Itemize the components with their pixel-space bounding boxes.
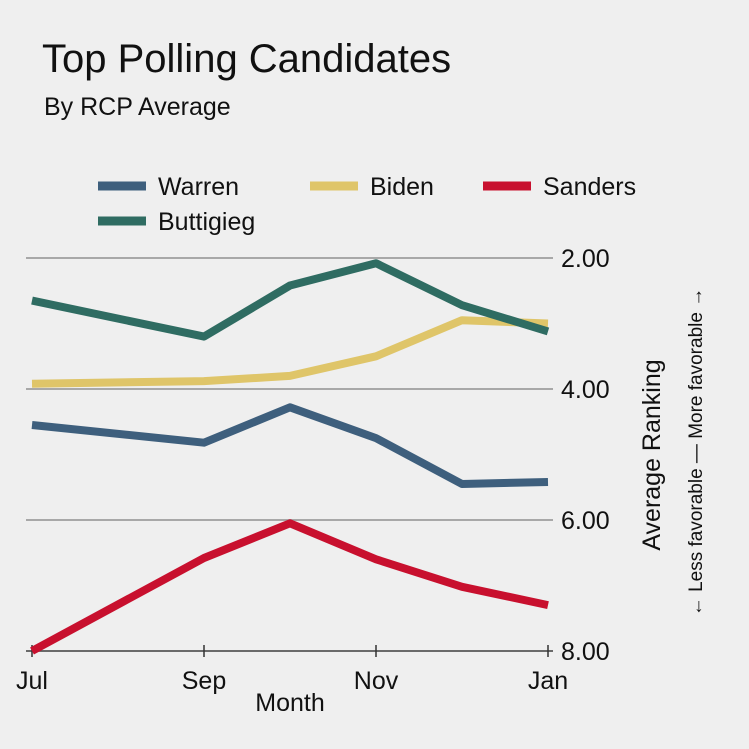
legend-item-biden: Biden: [310, 173, 434, 201]
legend-label: Buttigieg: [158, 208, 255, 236]
legend-label: Warren: [158, 173, 239, 201]
y-tick-label: 2.00: [561, 245, 610, 273]
y-tick-label: 4.00: [561, 376, 610, 404]
x-axis-label: Month: [255, 689, 324, 717]
x-tick-label: Jul: [16, 667, 48, 695]
y-tick-label: 8.00: [561, 638, 610, 666]
chart-subtitle: By RCP Average: [44, 93, 231, 121]
y-axis-direction-note: ← Less favorable — More favorable →: [686, 288, 707, 616]
chart-title: Top Polling Candidates: [42, 37, 452, 81]
legend-label: Sanders: [543, 173, 636, 201]
legend-label: Biden: [370, 173, 434, 201]
y-tick-label: 6.00: [561, 507, 610, 535]
x-tick-label: Sep: [182, 667, 226, 695]
y-axis-label: Average Ranking: [638, 359, 666, 550]
legend: Warren Biden Sanders Buttigieg: [98, 173, 636, 236]
legend-item-warren: Warren: [98, 173, 239, 201]
series-line-warren: [31, 403, 549, 488]
series-lines: [30, 259, 550, 655]
legend-item-sanders: Sanders: [483, 173, 636, 201]
y-axis-tick-labels: 2.00 4.00 6.00 8.00: [561, 245, 610, 666]
series-line-buttigieg: [31, 259, 550, 341]
legend-item-buttigieg: Buttigieg: [98, 208, 255, 236]
series-line-sanders: [30, 519, 549, 655]
x-tick-label: Jan: [528, 667, 568, 695]
x-axis: Jul Sep Nov Jan: [16, 645, 568, 695]
series-line-biden: [31, 316, 549, 388]
x-tick-label: Nov: [354, 667, 399, 695]
